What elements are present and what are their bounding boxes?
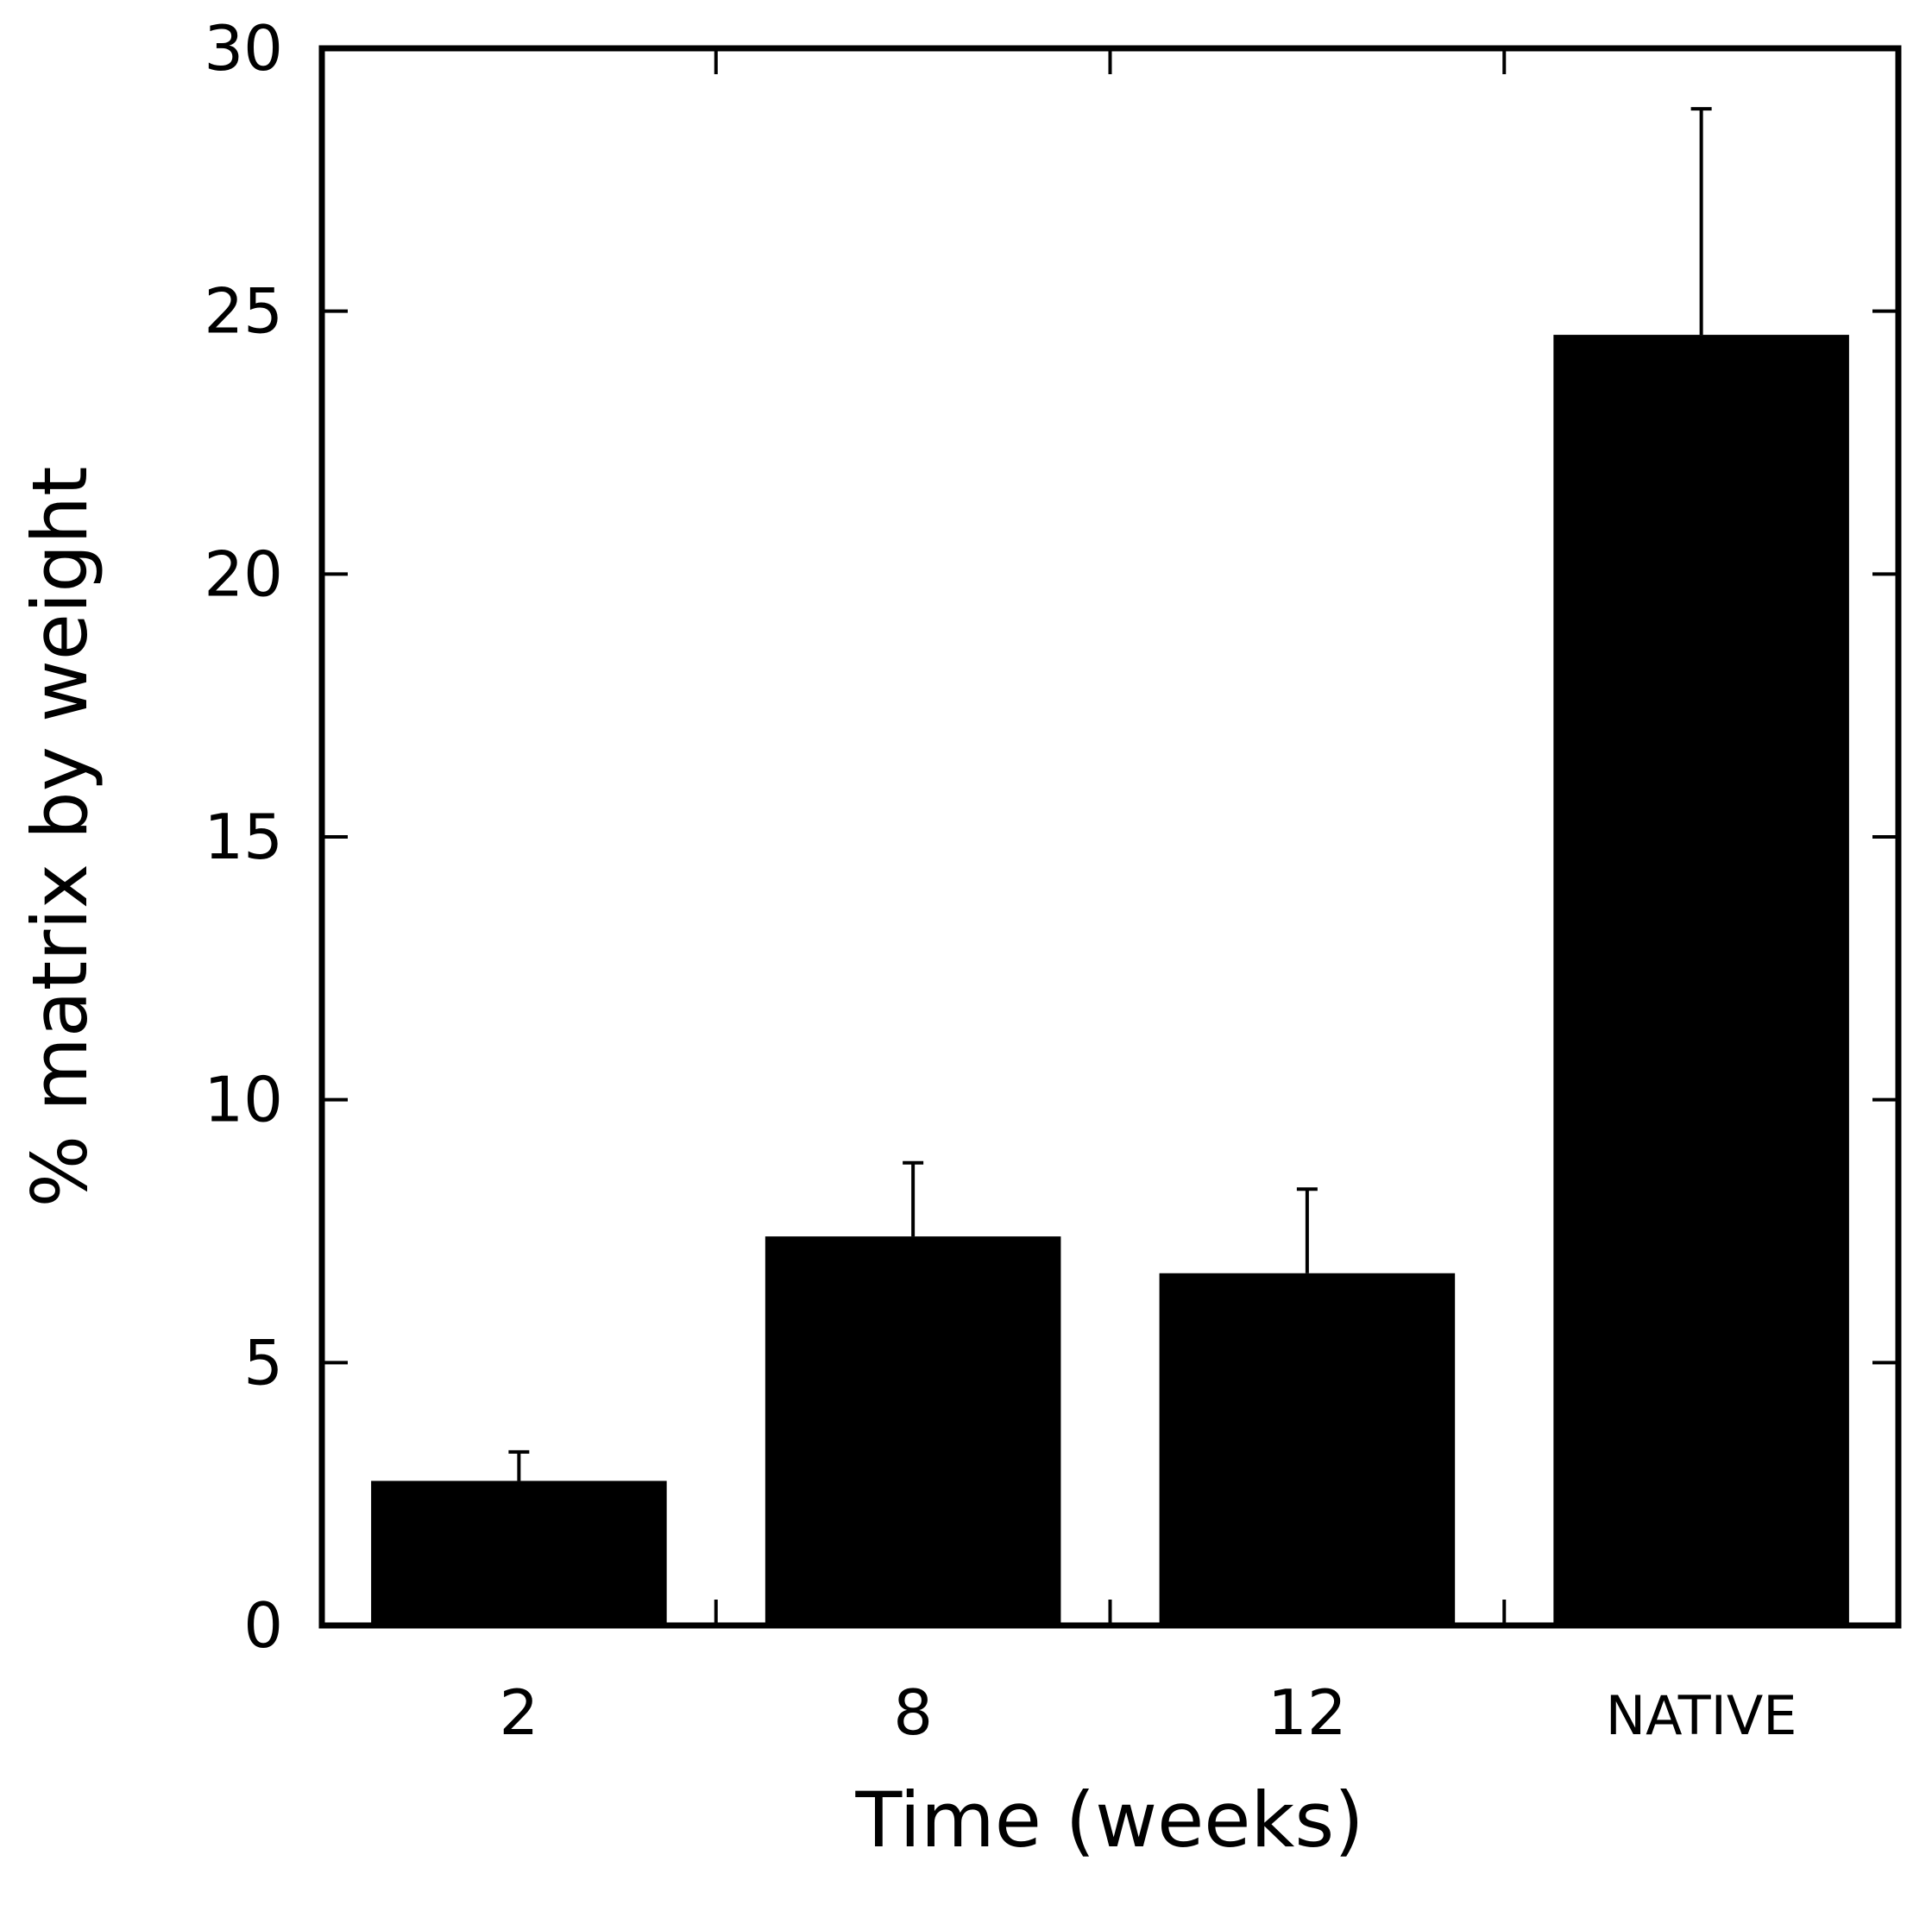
x-axis-title: Time (weeks): [854, 1776, 1363, 1864]
y-tick-label: 25: [204, 275, 283, 348]
y-tick-label: 10: [204, 1064, 283, 1136]
y-tick-label: 20: [204, 538, 283, 610]
y-tick-label: 0: [243, 1589, 283, 1662]
x-tick-label: 2: [499, 1676, 538, 1749]
x-tick-label: 12: [1268, 1676, 1347, 1749]
x-tick-label: 8: [893, 1676, 933, 1749]
error-bar-2: [508, 1449, 530, 1481]
y-tick-labels: 0 5 10 15 20 25 30: [204, 12, 283, 1662]
bar-native: [1553, 335, 1849, 1625]
bar-2: [371, 1481, 667, 1625]
bars-layer: [371, 335, 1849, 1625]
error-bar-native: [1690, 107, 1712, 336]
bar-8: [765, 1236, 1061, 1625]
error-bars-layer: [508, 107, 1712, 1481]
y-tick-label: 30: [204, 12, 283, 85]
error-bar-12: [1296, 1187, 1318, 1273]
error-bar-8: [903, 1160, 924, 1237]
x-tick-label: NATIVE: [1606, 1684, 1797, 1747]
y-tick-label: 5: [243, 1326, 283, 1399]
bar-12: [1159, 1273, 1456, 1625]
ticks-layer: [322, 47, 1898, 1627]
x-tick-labels: 2 8 12 NATIVE: [499, 1676, 1797, 1749]
y-tick-label: 15: [204, 801, 283, 873]
y-axis-title: % matrix by weight: [16, 466, 104, 1207]
